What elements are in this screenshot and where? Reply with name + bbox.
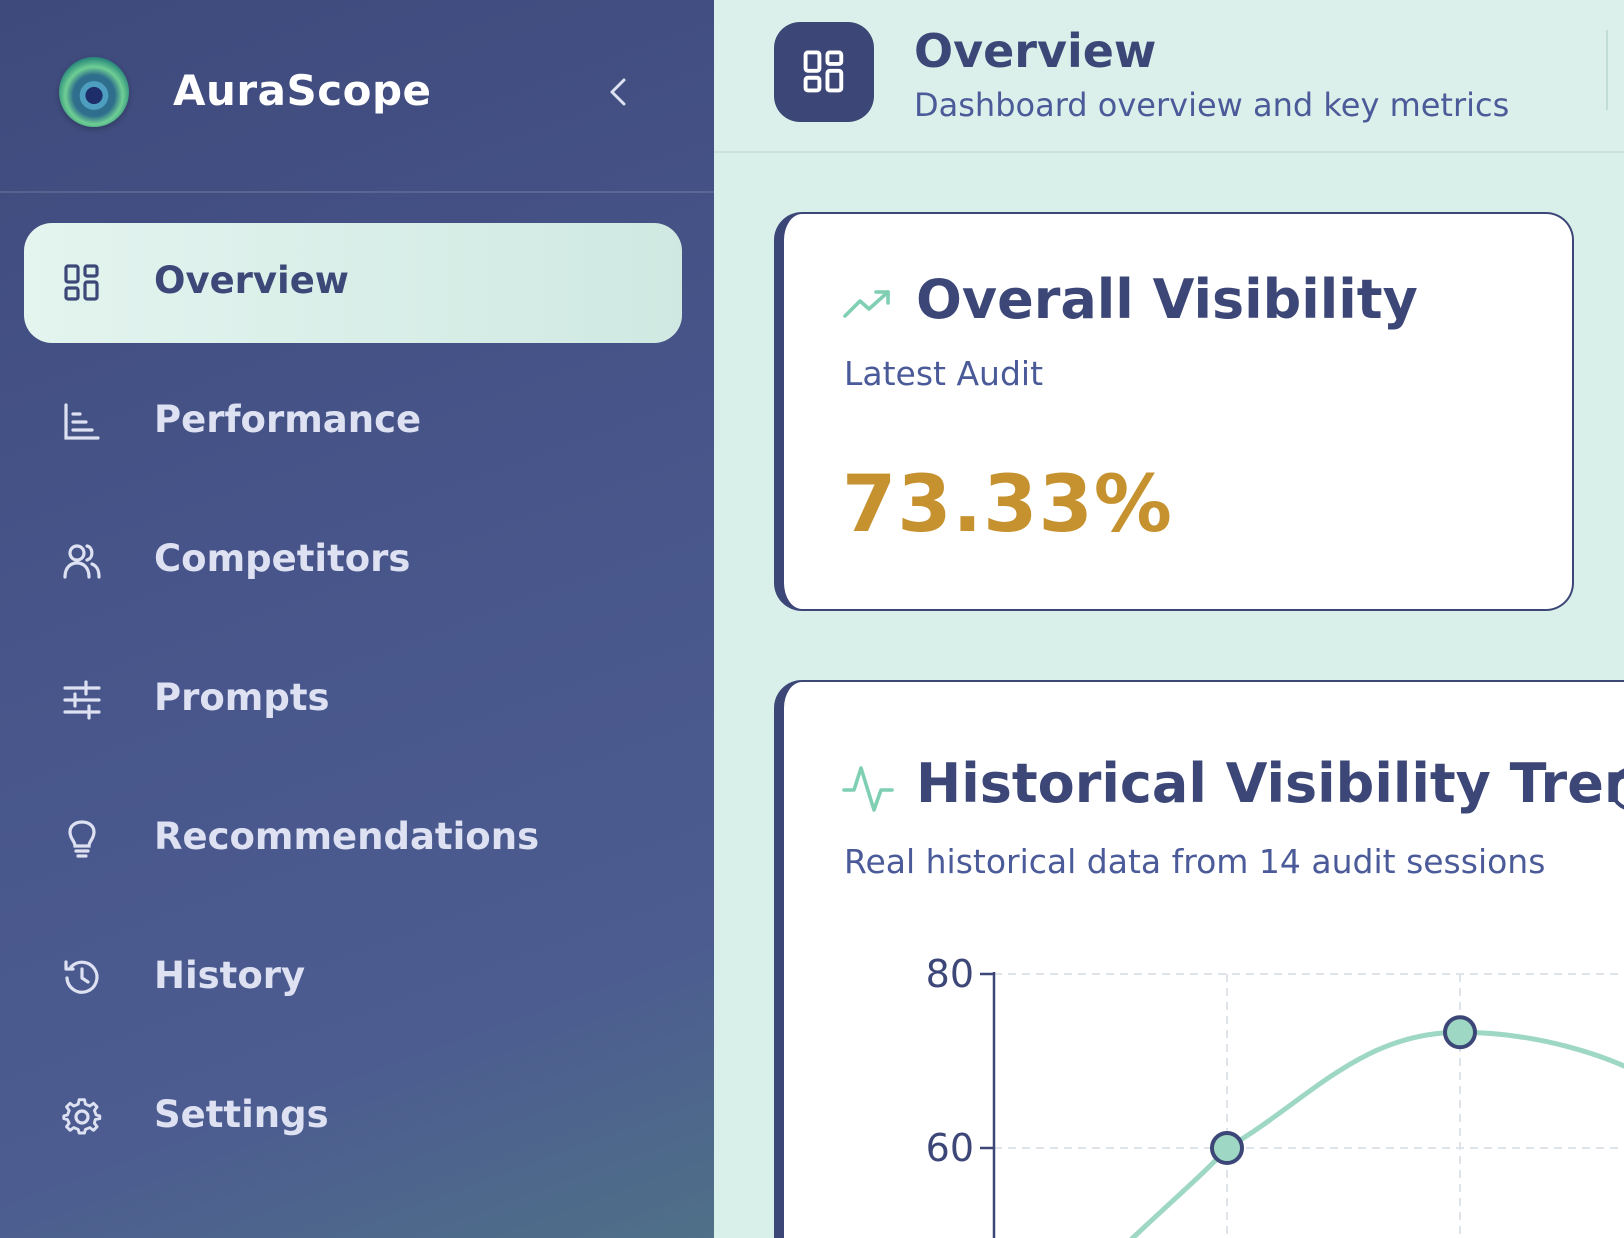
y-tick-label: 80 <box>926 952 974 996</box>
page-header: Overview Dashboard overview and key metr… <box>714 0 1624 153</box>
activity-icon <box>842 766 894 812</box>
trend-chart: 80 60 <box>926 768 1624 1238</box>
card-subtitle: Real historical data from 14 audit sessi… <box>844 842 1546 881</box>
trending-up-icon <box>843 290 890 318</box>
gear-icon <box>62 1098 102 1135</box>
header-divider <box>1606 30 1608 110</box>
series-line <box>1128 1029 1624 1238</box>
grid-icon <box>803 50 844 93</box>
page-title: Overview <box>914 24 1157 78</box>
card-title: Overall Visibility <box>916 268 1418 331</box>
visibility-value: 73.33% <box>842 460 1173 550</box>
sidebar-item-prompts[interactable]: Prompts <box>24 640 682 760</box>
sidebar-item-label: Overview <box>154 259 349 302</box>
data-point <box>1443 1015 1477 1050</box>
overall-visibility-card: Overall Visibility Latest Audit 73.33% <box>774 212 1574 611</box>
sidebar-item-history[interactable]: History <box>24 918 682 1038</box>
sidebar-item-competitors[interactable]: Competitors <box>24 501 682 621</box>
users-icon <box>63 544 101 579</box>
sidebar-item-label: Recommendations <box>154 815 540 858</box>
sidebar-item-label: History <box>154 954 306 997</box>
sidebar-item-label: Performance <box>154 398 422 441</box>
sliders-icon <box>63 680 101 720</box>
card-subtitle: Latest Audit <box>844 354 1044 393</box>
bar-chart-icon <box>64 403 100 440</box>
grid-icon <box>64 264 99 301</box>
sidebar-item-overview[interactable]: Overview <box>24 223 682 343</box>
sidebar-item-label: Competitors <box>154 537 411 580</box>
sidebar-item-recommendations[interactable]: Recommendations <box>24 779 682 899</box>
sidebar-item-performance[interactable]: Performance <box>24 362 682 482</box>
header-icon-tile <box>774 22 874 122</box>
historical-trend-card: Historical Visibility Trend Real histori… <box>774 680 1624 1238</box>
sidebar-item-settings[interactable]: Settings <box>24 1057 682 1177</box>
history-icon <box>64 960 99 994</box>
brand-name: AuraScope <box>173 66 432 115</box>
page-subtitle: Dashboard overview and key metrics <box>914 86 1510 124</box>
sidebar-item-label: Settings <box>154 1093 329 1136</box>
chevron-left-icon <box>610 78 626 106</box>
aurascope-logo-icon <box>59 57 129 127</box>
sidebar-item-label: Prompts <box>154 676 330 719</box>
data-point <box>1210 1131 1244 1165</box>
lightbulb-icon <box>68 820 96 858</box>
brand-header: AuraScope <box>0 0 714 193</box>
sidebar: AuraScope Overview Perfor <box>0 0 714 1238</box>
card-title: Historical Visibility Trend <box>916 752 1624 815</box>
collapse-sidebar-button[interactable] <box>600 72 636 112</box>
info-icon <box>1610 768 1624 810</box>
y-tick-label: 60 <box>926 1126 974 1170</box>
